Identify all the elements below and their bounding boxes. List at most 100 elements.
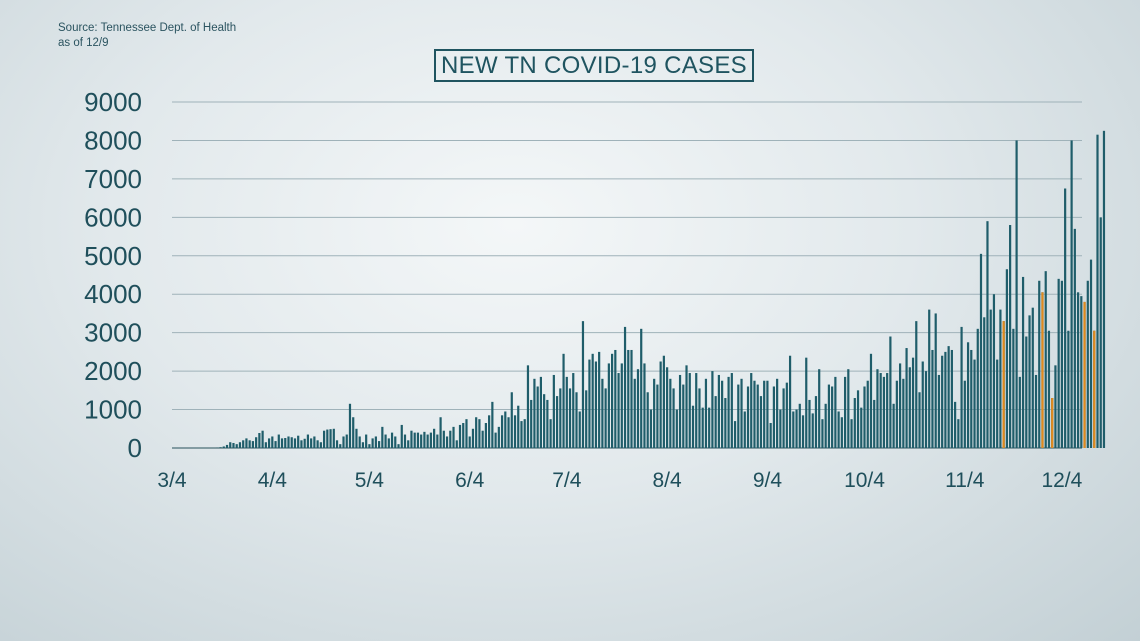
bar	[724, 398, 727, 448]
bar	[695, 373, 698, 448]
x-tick-label: 10/4	[844, 469, 885, 492]
bar	[1025, 336, 1028, 448]
source-note: Source: Tennessee Dept. of Health as of …	[58, 21, 236, 51]
bar	[504, 411, 507, 448]
bar	[549, 419, 552, 448]
bar	[1044, 271, 1047, 448]
highlight-bar	[1083, 301, 1086, 448]
bar	[960, 326, 963, 448]
bar	[222, 446, 225, 448]
bar	[313, 436, 316, 448]
bar	[316, 440, 319, 448]
bar	[1009, 225, 1012, 448]
bar	[588, 359, 591, 448]
bar	[607, 363, 610, 448]
bar	[678, 374, 682, 448]
bar	[332, 428, 335, 448]
bar	[788, 355, 792, 448]
bar	[423, 431, 426, 448]
bar	[381, 426, 384, 448]
bar	[284, 438, 287, 448]
x-tick-label: 11/4	[945, 469, 985, 492]
bar	[255, 437, 258, 448]
bar	[238, 442, 242, 448]
highlight-bar	[1093, 330, 1096, 448]
y-tick-label: 4000	[84, 279, 142, 309]
bar	[559, 388, 562, 448]
bar	[620, 363, 623, 448]
highlight-bar	[1041, 292, 1044, 448]
bar	[543, 394, 546, 448]
bar	[743, 411, 746, 448]
bar	[911, 357, 915, 448]
y-tick-label: 9000	[84, 87, 142, 117]
bar	[714, 396, 717, 448]
bar	[656, 384, 659, 448]
bar	[646, 392, 649, 448]
bar	[905, 348, 908, 448]
bar	[944, 351, 947, 448]
bar	[876, 369, 879, 448]
bar	[630, 349, 633, 448]
bar	[763, 380, 766, 448]
source-line: Source: Tennessee Dept. of Health	[58, 22, 237, 34]
bar	[1038, 280, 1041, 448]
bar	[232, 443, 235, 448]
bar	[708, 407, 711, 448]
bar	[850, 419, 853, 448]
bar	[390, 432, 394, 448]
bar	[772, 386, 775, 448]
bar	[873, 399, 876, 448]
bar	[1102, 130, 1106, 448]
bar	[387, 438, 390, 448]
bar	[348, 403, 352, 448]
bar	[653, 378, 656, 448]
bar	[915, 321, 918, 448]
bar	[242, 440, 245, 448]
bar	[727, 376, 730, 448]
bar	[306, 434, 310, 448]
highlight-bar	[1051, 398, 1054, 448]
bar	[433, 428, 436, 448]
bar	[721, 380, 724, 448]
as-of-line: as of 12/9	[58, 37, 109, 49]
bar	[847, 369, 850, 448]
bar	[277, 434, 280, 448]
bar	[352, 417, 355, 448]
y-tick-label: 1000	[84, 395, 142, 425]
bar	[526, 365, 530, 448]
bar	[1080, 296, 1083, 448]
bar	[581, 321, 585, 448]
bar	[698, 388, 701, 448]
chart-title-box: NEW TN COVID-19 CASES	[434, 49, 754, 82]
bar	[436, 434, 439, 448]
bar	[439, 417, 442, 448]
x-tick-label: 5/4	[355, 469, 385, 492]
bar	[484, 423, 487, 448]
bar	[520, 421, 523, 448]
bar	[937, 374, 941, 448]
bar	[811, 413, 814, 448]
bar	[562, 353, 565, 448]
bar	[983, 317, 986, 448]
x-tick-label: 6/4	[455, 469, 485, 492]
bar	[1034, 374, 1038, 448]
bar	[921, 361, 924, 448]
bar	[1057, 278, 1060, 448]
bar	[530, 399, 533, 448]
bar	[837, 411, 840, 448]
bar	[410, 430, 413, 448]
bar	[507, 417, 510, 448]
bar	[494, 432, 497, 448]
y-tick-label: 6000	[84, 202, 142, 232]
bar	[251, 441, 254, 448]
bar	[536, 386, 539, 448]
bar	[740, 378, 743, 448]
bar	[869, 353, 873, 448]
bar	[691, 405, 695, 448]
bar	[701, 407, 704, 448]
bar	[274, 441, 277, 448]
bar	[1099, 217, 1102, 448]
bar	[517, 405, 520, 448]
